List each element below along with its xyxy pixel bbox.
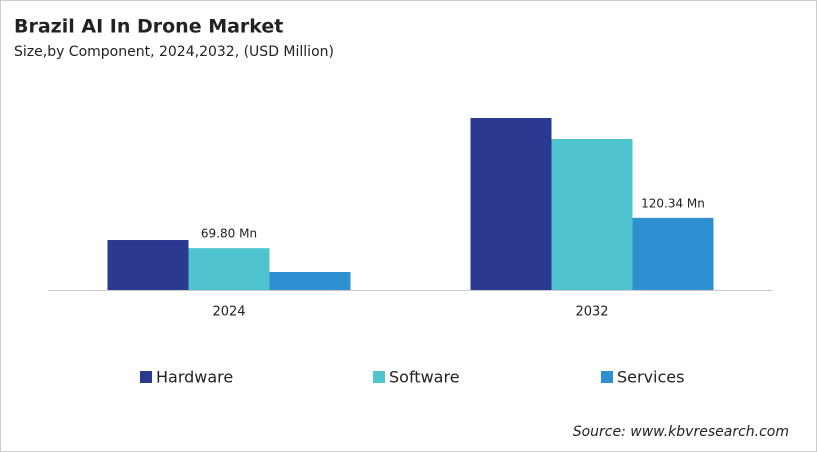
bar: [551, 138, 633, 290]
x-tick-label: 2032: [575, 305, 608, 320]
legend-label: Hardware: [156, 368, 233, 387]
value-label: 69.80 Mn: [201, 227, 257, 241]
x-tick-label: 2024: [212, 305, 245, 320]
legend-label: Software: [389, 368, 460, 387]
legend-swatch: [140, 371, 152, 383]
legend-swatch: [601, 371, 613, 383]
source: Source: www.kbvresearch.com: [573, 424, 789, 440]
bar: [269, 272, 351, 290]
legend-label: Services: [617, 368, 684, 387]
bar: [188, 248, 270, 290]
bar: [632, 217, 714, 290]
legend-swatch: [373, 371, 385, 383]
chart-title: Brazil AI In Drone Market: [14, 16, 283, 38]
value-label: 120.34 Mn: [641, 196, 705, 210]
bar: [107, 240, 189, 290]
bar: [470, 118, 552, 290]
chart-subtitle: Size,by Component, 2024,2032, (USD Milli…: [14, 44, 334, 60]
